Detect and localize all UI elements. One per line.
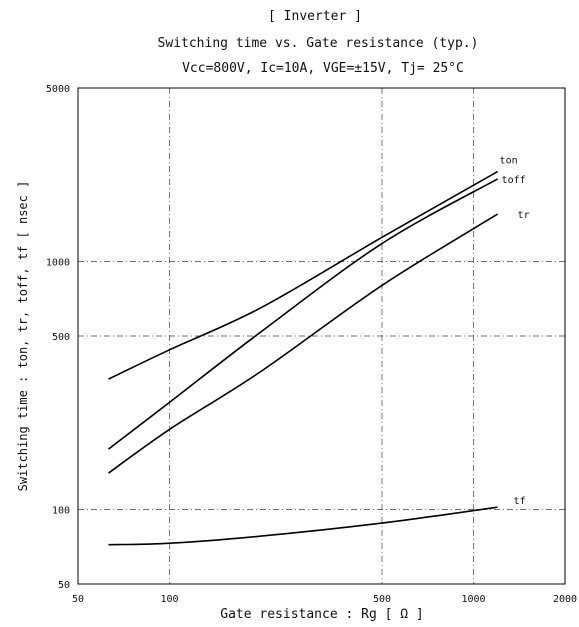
y-tick-label: 100 (52, 505, 70, 516)
y-tick-label: 500 (52, 332, 70, 343)
series-label-ton: ton (500, 156, 518, 167)
plot-frame (77, 87, 566, 585)
chart-subtitle: Switching time vs. Gate resistance (typ.… (158, 36, 479, 51)
series (108, 170, 499, 546)
series-labels: ton toff tr tf (500, 156, 530, 508)
x-tick-label: 50 (72, 594, 84, 605)
series-line-toff (108, 178, 498, 450)
y-axis-label: Switching time : ton, tr, toff, tf [ nse… (16, 181, 30, 492)
y-tick-label: 50 (58, 580, 70, 591)
series-line-ton (108, 170, 498, 380)
x-tick-label: 100 (160, 594, 178, 605)
series-line-tf (108, 506, 498, 546)
x-tick-label: 2000 (553, 594, 577, 605)
series-label-toff: toff (502, 175, 526, 186)
series-label-tf: tf (514, 496, 526, 507)
chart-title: [ Inverter ] (268, 9, 362, 24)
ticks: 50 100 500 1000 5000 50 100 500 1000 2000 (46, 84, 577, 605)
series-label-tr: tr (518, 210, 530, 221)
x-axis-label: Gate resistance : Rg [ Ω ] (220, 607, 424, 622)
y-tick-label: 1000 (46, 257, 70, 268)
y-tick-label: 5000 (46, 84, 70, 95)
x-tick-label: 1000 (461, 594, 485, 605)
chart-conditions: Vcc=800V, Ic=10A, VGE=±15V, Tj= 25°C (182, 61, 464, 76)
grid (78, 88, 565, 584)
series-line-tr (108, 213, 499, 474)
x-tick-label: 500 (373, 594, 391, 605)
